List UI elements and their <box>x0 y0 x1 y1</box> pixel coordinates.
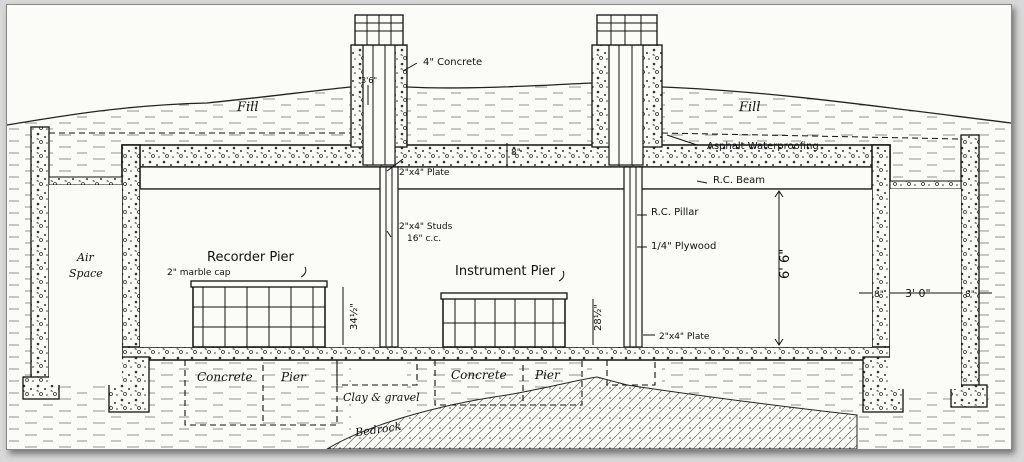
recorder-pier <box>190 280 328 348</box>
asphalt-waterproofing-line <box>49 132 962 140</box>
label-4in-concrete: 4" Concrete <box>423 57 482 68</box>
air-space-left <box>49 185 122 385</box>
label-3ft6: 3'6" <box>361 76 377 85</box>
rc-pillar-left <box>379 166 399 348</box>
label-34in: 34½" <box>348 303 360 330</box>
label-studs-spacing: 16" c.c. <box>407 234 441 244</box>
concrete-pier-foundations <box>184 360 656 426</box>
label-concrete-left: Concrete <box>197 370 253 384</box>
label-marble-cap: 2" marble cap <box>167 268 231 278</box>
air-space-right <box>890 189 961 389</box>
floor-slab <box>121 346 891 361</box>
label-fill-right: Fill <box>738 100 761 115</box>
label-pier-left: Pier <box>280 370 307 384</box>
air-space-cover-right <box>889 180 962 190</box>
label-28in: 28½" <box>592 304 604 331</box>
dimension-lines <box>300 62 992 346</box>
outer-right-wall <box>960 134 980 394</box>
air-space-cover-left <box>48 176 123 186</box>
label-6ft6: 6' 6" <box>778 249 793 279</box>
diagram-frame: 4" Concrete 3'6" Fill Fill Asphalt Water… <box>6 4 1012 450</box>
label-instrument-pier: Instrument Pier <box>455 264 556 279</box>
label-studs: 2"x4" Studs <box>399 222 453 232</box>
label-rc-pillar: R.C. Pillar <box>651 207 699 218</box>
label-space: Space <box>69 267 103 280</box>
label-plate-top: 2"x4" Plate <box>399 168 450 178</box>
label-3ft0: 3' 0" <box>905 287 931 300</box>
label-pier-right: Pier <box>534 368 561 382</box>
label-8in-top: 8" <box>511 148 521 158</box>
outer-right-footing <box>950 384 988 408</box>
label-asphalt: Asphalt Waterproofing <box>707 141 819 152</box>
left-vault-wall <box>121 144 141 358</box>
vault-cross-section: 4" Concrete 3'6" Fill Fill Asphalt Water… <box>7 14 1011 449</box>
label-recorder-pier: Recorder Pier <box>207 250 295 265</box>
left-ventilator <box>350 14 408 166</box>
label-plate-bottom: 2"x4" Plate <box>659 332 710 342</box>
outer-left-wall <box>30 126 50 386</box>
label-rc-beam: R.C. Beam <box>713 175 765 186</box>
right-vault-wall <box>871 144 891 358</box>
instrument-pier <box>440 292 568 348</box>
label-8in-right: 8" <box>965 290 975 300</box>
label-8in-left: 8" <box>874 290 884 300</box>
right-room <box>642 189 872 347</box>
ground-surface-line <box>7 82 1011 126</box>
label-fill-left: Fill <box>236 100 259 115</box>
rc-pillar-right <box>623 166 643 348</box>
label-plywood: 1/4" Plywood <box>651 241 716 252</box>
label-air: Air <box>76 251 94 264</box>
right-ventilator <box>591 14 663 166</box>
label-clay-gravel: Clay & gravel <box>343 391 420 404</box>
bedrock-zone <box>326 376 858 449</box>
label-concrete-right: Concrete <box>451 368 507 382</box>
rc-beam <box>121 166 891 190</box>
